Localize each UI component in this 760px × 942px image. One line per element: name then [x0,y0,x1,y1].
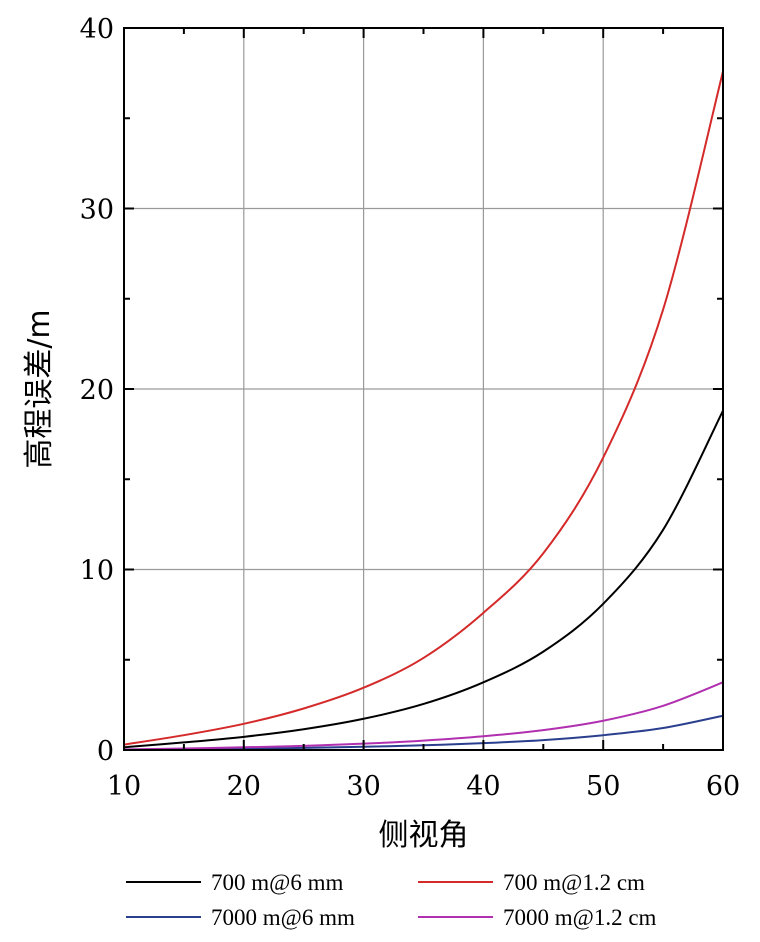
y-axis-label: 高程误差/m [22,309,57,468]
y-tick-label: 20 [80,375,114,406]
y-tick-label: 40 [80,14,114,45]
y-tick-label: 30 [80,195,114,226]
ticks [123,27,724,751]
legend: 700 m@6 mm 700 m@1.2 cm 7000 m@6 mm 7000 m@… [126,870,657,930]
legend-label-1: 700 m@6 mm [211,870,343,895]
tick-labels: 10 20 30 40 50 60 0 10 20 30 40 [80,14,741,802]
x-axis-label: 侧视角 [379,818,469,853]
y-tick-label: 10 [80,556,114,587]
x-tick-label: 30 [346,771,380,802]
x-tick-label: 40 [466,771,500,802]
y-tick-label: 0 [97,736,114,767]
series-line-2 [123,71,724,746]
legend-label-3: 7000 m@6 mm [211,905,355,930]
legend-label-2: 700 m@1.2 cm [503,870,645,895]
series-line-4 [123,681,724,751]
x-tick-label: 10 [107,771,141,802]
series-lines [123,71,724,751]
x-tick-label: 20 [227,771,261,802]
x-tick-label: 60 [706,771,740,802]
x-tick-label: 50 [586,771,620,802]
series-line-1 [123,410,724,749]
legend-label-4: 7000 m@1.2 cm [503,905,657,930]
grid [124,28,723,750]
